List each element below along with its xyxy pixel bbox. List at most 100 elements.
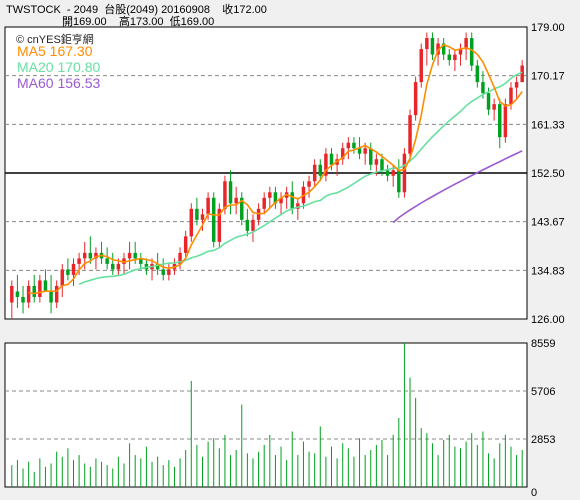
candle-body [503,104,508,138]
candle-body [363,148,367,154]
price-tick-label: 126.00 [531,314,565,326]
candle-body [509,87,513,105]
candle-body [217,208,222,242]
candle-body [251,219,255,231]
candle-body [268,192,272,198]
volume-tick-label: 5706 [531,386,555,398]
candle-body [21,296,25,303]
candle-body [408,115,412,154]
candle-body [419,49,423,83]
candle-body [481,82,485,94]
candle-body [234,197,238,204]
candle-body [296,203,300,209]
volume-tick-label: 2853 [531,434,555,446]
candle-body [54,285,59,303]
candle-body [425,38,429,50]
price-tick-label: 152.50 [531,168,565,180]
candle-body [391,170,395,176]
candle-body [228,181,233,204]
candle-body [206,197,210,215]
candle-body [307,181,311,187]
candle-body [279,197,283,204]
candle-body [324,153,328,176]
watermark: © cnYES鉅亨網 [16,34,94,46]
candle-body [122,258,126,264]
price-tick-label: 170.17 [531,71,565,83]
candle-body [26,285,31,303]
candle-body [82,252,87,259]
candle-body [15,291,20,297]
candle-body [402,153,407,193]
volume-tick-label: 8559 [531,338,555,350]
candle-body [223,181,227,209]
candle-body [127,252,132,259]
candle-body [475,65,480,83]
header-line-2: 開169.00 高173.00 低169.00 [62,16,215,28]
candle-body [43,280,48,292]
candle-body [447,54,452,61]
price-tick-label: 134.83 [531,265,565,277]
candle-body [346,142,351,149]
candle-body [88,252,93,259]
price-tick-label: 143.67 [531,217,565,229]
candle-body [430,38,435,55]
candle-body [10,285,14,303]
candle-body [441,43,446,55]
candle-body [111,263,115,270]
candle-body [369,148,373,165]
candle-body [240,197,244,220]
header-line-1: TWSTOCK - 2049 台股(2049) 20160908 收172.00 [6,4,267,16]
candle-body [464,38,468,50]
volume-panel [4,342,528,488]
price-tick-label: 161.33 [531,119,565,131]
ma5-line [28,43,523,295]
candle-body [178,252,182,264]
candle-body [32,285,36,297]
candle-body [352,142,356,149]
candle-body [105,258,109,264]
candle-body [133,252,137,259]
candle-body [436,43,440,55]
candle-body [116,263,121,270]
candle-body [262,197,266,209]
candle-body [167,269,171,275]
candle-body [492,104,496,110]
candle-body [200,214,205,220]
candle-body [469,38,474,66]
candle-body [453,54,457,61]
candle-body [189,208,194,237]
candle-body [397,170,401,193]
candle-body [498,104,502,138]
candle-body [318,164,323,176]
price-tick-label: 179.00 [531,22,565,34]
candle-body [329,153,334,165]
ma20-line [78,71,523,285]
candle-body [183,236,188,253]
candle-body [161,269,165,275]
candle-body [38,280,42,297]
volume-tick-label: 0 [531,487,537,499]
candle-body [49,291,53,303]
candle-body [66,269,70,275]
candle-body [77,258,81,264]
candle-body [273,192,278,204]
candle-body [357,148,362,154]
ma60-line [392,150,523,224]
candle-body [380,159,384,171]
candle-body [139,258,143,264]
candle-body [195,208,199,220]
legend-ma60: MA60 156.53 [17,75,101,91]
candle-body [71,263,76,275]
candle-body [374,159,379,165]
candle-body [155,263,160,270]
legend-ma5: MA5 167.30 [17,43,93,59]
candle-body [340,148,345,160]
candle-body [520,65,524,83]
candle-body [211,197,216,242]
candle-body [458,49,463,55]
candle-body [514,82,519,88]
candle-body [385,170,390,176]
candle-body [94,252,98,259]
candle-body [60,269,65,286]
